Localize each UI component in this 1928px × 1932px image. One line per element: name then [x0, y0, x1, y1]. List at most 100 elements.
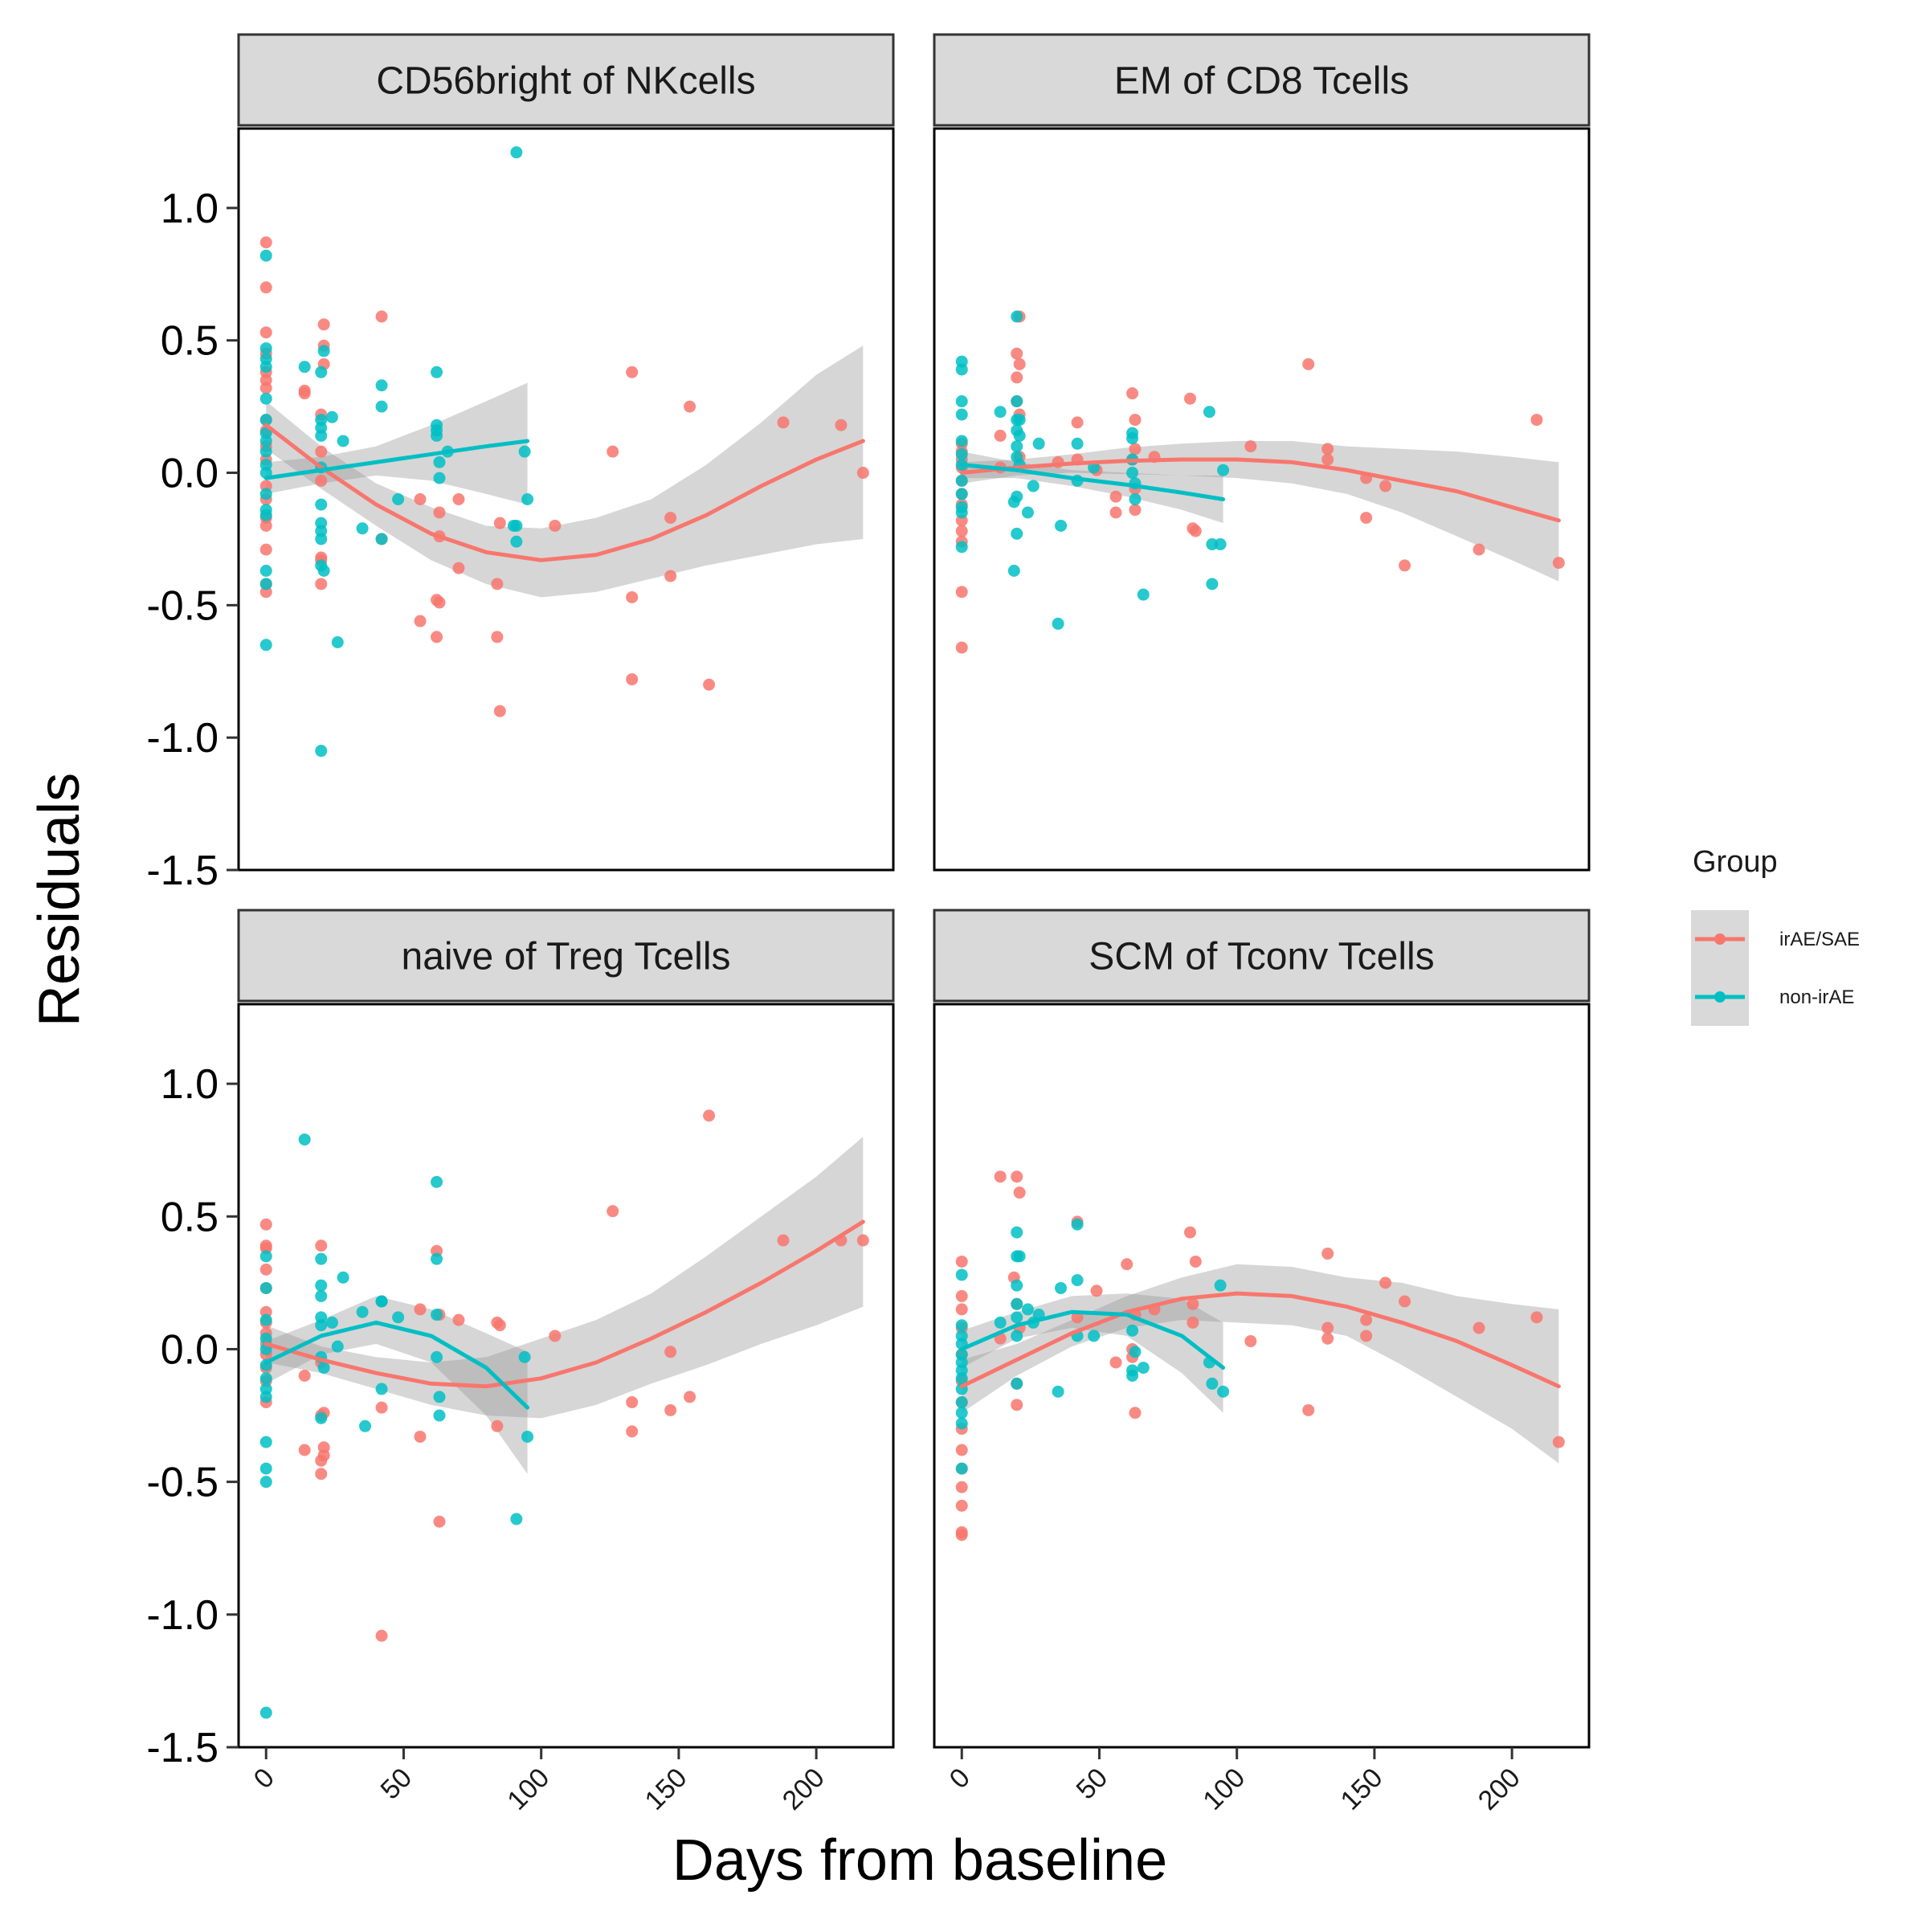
- data-point-non-irAE: [1129, 493, 1142, 505]
- data-point-non-irAE: [1126, 1370, 1139, 1382]
- data-point-irAE/SAE: [1129, 443, 1142, 455]
- data-point-irAE/SAE: [1129, 414, 1142, 427]
- panel-plot-area: [955, 1170, 1565, 1542]
- data-point-non-irAE: [518, 1350, 531, 1363]
- panel-title: EM of CD8 Tcells: [1114, 60, 1409, 103]
- data-point-irAE/SAE: [684, 1391, 696, 1403]
- data-point-non-irAE: [259, 1462, 272, 1475]
- data-point-irAE/SAE: [626, 1396, 639, 1409]
- x-tick-label: 150: [639, 1762, 693, 1816]
- panel-title: CD56bright of NKcells: [376, 60, 755, 103]
- data-point-irAE/SAE: [1360, 1330, 1373, 1342]
- data-point-irAE/SAE: [703, 1109, 716, 1122]
- data-point-non-irAE: [259, 1372, 272, 1385]
- data-point-irAE/SAE: [1183, 1226, 1196, 1239]
- data-point-non-irAE: [955, 1417, 968, 1430]
- data-point-irAE/SAE: [491, 578, 504, 590]
- data-point-irAE/SAE: [259, 236, 272, 249]
- data-point-irAE/SAE: [493, 517, 506, 529]
- data-point-irAE/SAE: [414, 1430, 427, 1443]
- y-tick-label: -1.0: [146, 1592, 219, 1639]
- data-point-non-irAE: [955, 363, 968, 376]
- data-point-non-irAE: [955, 488, 968, 500]
- data-point-non-irAE: [1126, 467, 1139, 480]
- y-tick-label: 0.0: [161, 1326, 219, 1373]
- data-point-non-irAE: [1071, 437, 1084, 450]
- data-point-non-irAE: [259, 1313, 272, 1326]
- data-point-non-irAE: [994, 1316, 1007, 1329]
- panel-4: SCM of Tconv Tcells 0 50 100 150 200: [933, 909, 1591, 1816]
- data-point-irAE/SAE: [777, 416, 790, 429]
- data-point-non-irAE: [1011, 1297, 1023, 1310]
- data-point-irAE/SAE: [955, 1481, 968, 1493]
- data-point-non-irAE: [1126, 432, 1139, 445]
- y-tick-label: 1.0: [161, 186, 219, 232]
- data-point-non-irAE: [259, 1476, 272, 1489]
- data-point-irAE/SAE: [452, 1313, 465, 1326]
- data-point-irAE/SAE: [549, 1330, 562, 1342]
- data-point-non-irAE: [1011, 1377, 1023, 1390]
- data-point-non-irAE: [259, 249, 272, 262]
- data-point-irAE/SAE: [1187, 1297, 1199, 1310]
- data-point-non-irAE: [1126, 1324, 1139, 1337]
- y-tick-label: -0.5: [146, 1460, 219, 1506]
- data-point-non-irAE: [1032, 437, 1045, 450]
- data-point-irAE/SAE: [955, 1255, 968, 1268]
- data-point-irAE/SAE: [1321, 1332, 1334, 1345]
- data-point-non-irAE: [955, 447, 968, 460]
- data-point-irAE/SAE: [1473, 1321, 1485, 1334]
- data-point-non-irAE: [1011, 1330, 1023, 1342]
- data-point-irAE/SAE: [414, 615, 427, 627]
- panel-border: [237, 127, 895, 872]
- panel-3: naive of Treg Tcells 1.0 0.5 0.0 -0.5 -1.0 -1.…: [146, 909, 895, 1816]
- data-point-non-irAE: [955, 435, 968, 447]
- data-point-irAE/SAE: [315, 445, 328, 458]
- fit-line-irAE/SAE: [959, 457, 1561, 523]
- data-point-irAE/SAE: [955, 1303, 968, 1316]
- data-point-irAE/SAE: [1379, 1276, 1392, 1289]
- data-point-non-irAE: [1214, 1279, 1227, 1292]
- data-point-non-irAE: [431, 1252, 443, 1265]
- data-point-non-irAE: [375, 1383, 388, 1395]
- data-point-non-irAE: [521, 493, 534, 505]
- data-point-non-irAE: [315, 1279, 328, 1292]
- data-point-non-irAE: [259, 414, 272, 427]
- data-point-non-irAE: [315, 366, 328, 378]
- data-point-non-irAE: [431, 1350, 443, 1363]
- data-point-non-irAE: [259, 1332, 272, 1345]
- data-point-irAE/SAE: [431, 631, 443, 643]
- data-point-non-irAE: [431, 1309, 443, 1321]
- legend-label: irAE/SAE: [1779, 929, 1860, 950]
- data-point-irAE/SAE: [1379, 480, 1392, 492]
- data-point-irAE/SAE: [259, 382, 272, 394]
- data-point-irAE/SAE: [703, 678, 716, 691]
- data-point-non-irAE: [259, 1391, 272, 1403]
- data-point-non-irAE: [356, 1305, 369, 1318]
- data-point-non-irAE: [392, 493, 405, 505]
- data-point-non-irAE: [298, 361, 311, 374]
- data-point-non-irAE: [331, 636, 344, 649]
- x-axis-title: Days from baseline: [672, 1828, 1167, 1893]
- data-point-non-irAE: [298, 1133, 311, 1146]
- data-point-irAE/SAE: [1011, 371, 1023, 384]
- data-point-non-irAE: [1052, 1385, 1064, 1398]
- data-point-non-irAE: [521, 1430, 534, 1443]
- data-point-irAE/SAE: [1530, 1311, 1543, 1324]
- legend-key-point: [1714, 933, 1726, 945]
- data-point-irAE/SAE: [1189, 1255, 1202, 1268]
- fit-line-irAE/SAE: [263, 423, 865, 562]
- confidence-band-irAE/SAE: [266, 1137, 864, 1419]
- data-point-irAE/SAE: [1399, 1295, 1411, 1308]
- fit-line-irAE/SAE: [263, 1219, 865, 1389]
- y-tick-label: 0.5: [161, 1194, 219, 1240]
- legend-key-point: [1714, 991, 1726, 1003]
- x-tick-label: 0: [944, 1762, 976, 1795]
- data-point-non-irAE: [315, 533, 328, 545]
- data-point-non-irAE: [1088, 1330, 1101, 1342]
- panel-strip: [237, 33, 895, 127]
- x-tick-label: 100: [501, 1762, 555, 1816]
- confidence-band-non-irAE: [266, 1296, 528, 1474]
- data-point-irAE/SAE: [298, 387, 311, 400]
- data-point-non-irAE: [1021, 506, 1034, 519]
- data-point-non-irAE: [315, 1289, 328, 1302]
